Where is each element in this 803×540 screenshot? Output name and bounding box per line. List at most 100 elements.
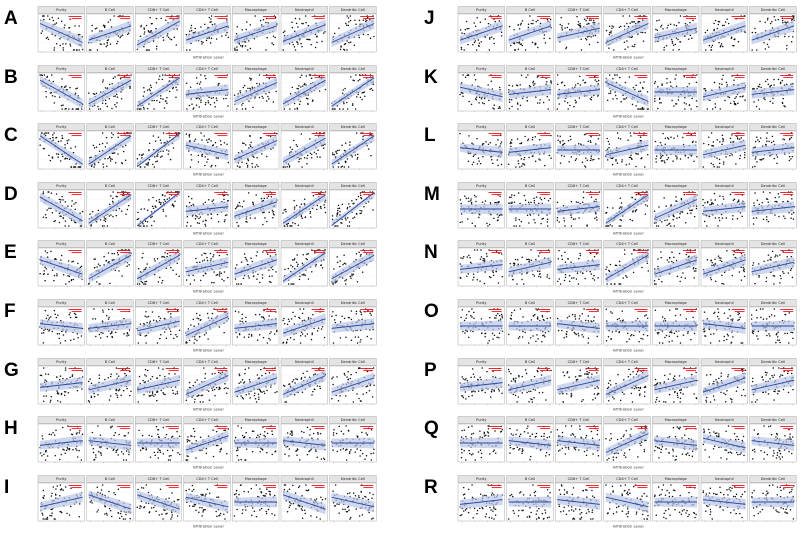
scatter-point: [336, 450, 339, 453]
scatter-point: [306, 454, 309, 456]
scatter-point: [165, 19, 167, 21]
scatter-point: [72, 279, 74, 281]
scatter-point: [268, 269, 270, 272]
scatter-point: [46, 256, 49, 259]
scatter-point: [120, 394, 122, 396]
scatter-point: [46, 209, 48, 211]
scatter-point: [80, 459, 83, 461]
scatter-point: [56, 485, 58, 487]
fit-line: [282, 194, 326, 224]
scatter-point: [241, 378, 244, 381]
scatter-point: [163, 256, 166, 259]
scatter-point: [93, 308, 95, 310]
scatter-point: [46, 455, 49, 457]
scatter-point: [117, 153, 119, 155]
scatter-point: [291, 86, 294, 88]
scatter-point: [370, 87, 373, 89]
scatter-point: [110, 372, 112, 375]
scatter-point: [152, 207, 155, 209]
scatter-point: [90, 395, 93, 397]
scatter-point: [208, 96, 210, 98]
scatter-point: [116, 96, 119, 98]
scatter-point: [168, 372, 170, 375]
scatter-point: [115, 392, 117, 394]
scatter-point: [161, 78, 164, 80]
scatter-point: [51, 134, 54, 136]
scatter-point: [44, 213, 47, 216]
facet-label: Purity: [56, 360, 67, 364]
scatter-point: [356, 448, 358, 450]
scatter-point: [167, 459, 170, 461]
scatter-point: [266, 342, 269, 344]
confidence-band: [185, 200, 229, 216]
scatter-point: [296, 254, 298, 257]
scatter-point: [148, 31, 150, 33]
scatter-point: [143, 283, 145, 286]
scatter-point: [258, 436, 260, 438]
scatter-point: [42, 489, 45, 492]
scatter-point: [113, 95, 115, 97]
scatter-point: [317, 433, 319, 435]
scatter-point: [294, 222, 296, 225]
scatter-point: [188, 440, 191, 442]
scatter-point: [108, 308, 110, 311]
scatter-point: [126, 33, 129, 36]
scatter-point: [201, 43, 203, 45]
scatter-point: [261, 374, 263, 376]
scatter-point: [160, 17, 162, 20]
scatter-point: [271, 453, 273, 456]
scatter-point: [208, 198, 210, 201]
scatter-point: [70, 280, 73, 282]
scatter-point: [117, 254, 119, 256]
scatter-point: [251, 86, 253, 88]
facet-3: CD4+ T Cell: [183, 123, 231, 171]
scatter-point: [369, 384, 371, 386]
fit-line: [234, 25, 278, 41]
scatter-point: [241, 434, 244, 437]
scatter-point: [337, 399, 340, 402]
facet-label: Neutrophil: [295, 67, 314, 71]
scatter-point: [190, 435, 192, 437]
scatter-point: [188, 381, 191, 383]
scatter-point: [312, 432, 315, 435]
scatter-point: [159, 156, 162, 159]
scatter-point: [103, 219, 105, 221]
scatter-point: [138, 154, 141, 156]
scatter-point: [162, 518, 164, 520]
panel-g: G Purity B Cell CD8+ T Cell CD4+ T Cell Macro…: [4, 357, 382, 412]
scatter-point: [58, 198, 61, 200]
scatter-point: [48, 317, 51, 319]
scatter-point: [258, 82, 261, 85]
scatter-point: [196, 82, 199, 84]
scatter-point: [344, 87, 346, 89]
scatter-point: [111, 136, 113, 139]
scatter-point: [258, 398, 260, 400]
facet-label: Dendritic Cell: [341, 184, 365, 188]
facet-label: CD8+ T Cell: [148, 360, 170, 364]
scatter-point: [109, 394, 112, 397]
scatter-point: [48, 18, 51, 21]
scatter-point: [371, 89, 374, 91]
scatter-point: [313, 151, 316, 154]
scatter-point: [369, 312, 371, 314]
scatter-point: [147, 161, 150, 164]
scatter-point: [266, 389, 268, 391]
scatter-point: [68, 107, 70, 110]
confidence-band: [88, 436, 132, 452]
scatter-point: [171, 435, 174, 438]
scatter-point: [293, 206, 296, 208]
scatter-point: [351, 275, 353, 277]
scatter-point: [90, 49, 92, 51]
scatter-point: [294, 381, 296, 384]
scatter-point: [339, 107, 341, 110]
facet-strip: [134, 64, 182, 73]
scatter-point: [332, 432, 335, 434]
scatter-point: [145, 24, 148, 27]
scatter-point: [355, 310, 358, 313]
scatter-point: [307, 278, 310, 281]
scatter-point: [50, 250, 52, 253]
fit-line: [39, 440, 83, 447]
scatter-point: [193, 279, 196, 282]
scatter-point: [263, 211, 265, 213]
scatter-point: [93, 147, 96, 149]
